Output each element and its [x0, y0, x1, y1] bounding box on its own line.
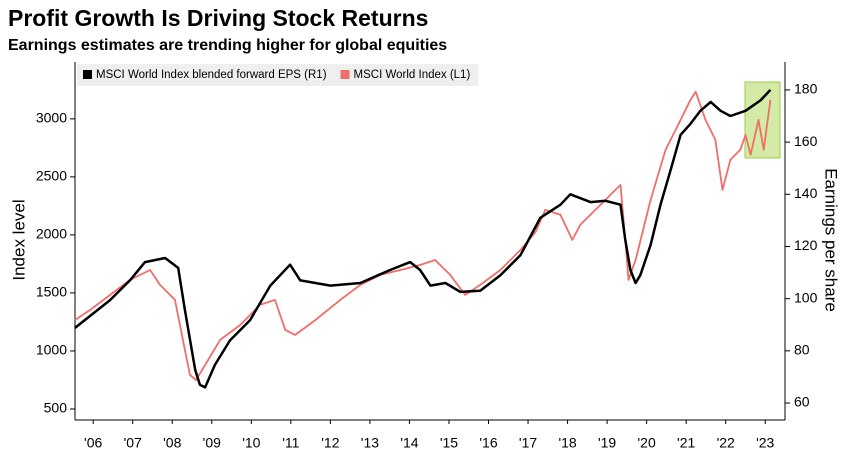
y-tick-label: 2000	[36, 226, 67, 242]
y2-tick-label: 60	[794, 394, 810, 410]
x-tick-label: '10	[242, 435, 260, 451]
data-line	[74, 90, 772, 381]
chart-subtitle: Earnings estimates are trending higher f…	[8, 37, 447, 54]
y-tick-label: 500	[44, 400, 68, 416]
x-tick-label: '14	[400, 435, 418, 451]
x-tick-label: '09	[203, 435, 221, 451]
x-tick-label: '16	[479, 435, 497, 451]
legend-background	[77, 64, 479, 86]
x-tick-label: '12	[321, 435, 339, 451]
y2-tick-label: 100	[794, 289, 818, 305]
chart-title: Profit Growth Is Driving Stock Returns	[8, 5, 428, 31]
x-tick-label: '07	[124, 435, 142, 451]
legend-label: MSCI World Index blended forward EPS (R1…	[96, 69, 327, 81]
x-tick-label: '18	[558, 435, 576, 451]
x-tick-label: '21	[677, 435, 695, 451]
x-tick-label: '20	[638, 435, 656, 451]
y2-tick-label: 80	[794, 342, 810, 358]
y2-tick-label: 140	[794, 185, 818, 201]
y2-tick-label: 120	[794, 237, 818, 253]
y-axis-label: Index level	[9, 199, 28, 280]
legend-swatch	[83, 70, 92, 79]
x-tick-label: '08	[163, 435, 181, 451]
x-tick-label: '19	[598, 435, 616, 451]
x-tick-label: '13	[361, 435, 379, 451]
data-line	[74, 89, 772, 389]
legend-label: MSCI World Index (L1)	[354, 69, 471, 81]
x-tick-label: '11	[282, 435, 299, 451]
x-tick-label: '06	[84, 435, 102, 451]
y2-axis-label: Earnings per share	[822, 168, 841, 312]
y2-tick-label: 160	[794, 133, 818, 149]
x-tick-label: '17	[519, 435, 537, 451]
x-tick-label: '15	[440, 435, 458, 451]
y-tick-label: 1000	[36, 342, 67, 358]
legend: MSCI World Index blended forward EPS (R1…	[77, 64, 479, 86]
y-tick-label: 2500	[36, 168, 67, 184]
y-tick-label: 3000	[36, 110, 67, 126]
x-tick-label: '22	[717, 435, 735, 451]
y2-tick-label: 180	[794, 81, 818, 97]
legend-swatch	[340, 70, 350, 79]
x-tick-label: '23	[756, 435, 774, 451]
y-tick-label: 1500	[36, 284, 67, 300]
